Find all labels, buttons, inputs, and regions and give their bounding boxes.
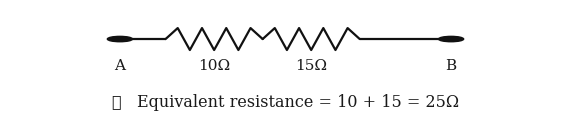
Text: B: B xyxy=(445,59,457,73)
Text: ∴   Equivalent resistance = 10 + 15 = 25Ω: ∴ Equivalent resistance = 10 + 15 = 25Ω xyxy=(112,94,459,111)
Circle shape xyxy=(107,36,132,42)
Text: 10Ω: 10Ω xyxy=(198,59,230,73)
Text: 15Ω: 15Ω xyxy=(295,59,327,73)
Text: A: A xyxy=(114,59,126,73)
Circle shape xyxy=(439,36,464,42)
